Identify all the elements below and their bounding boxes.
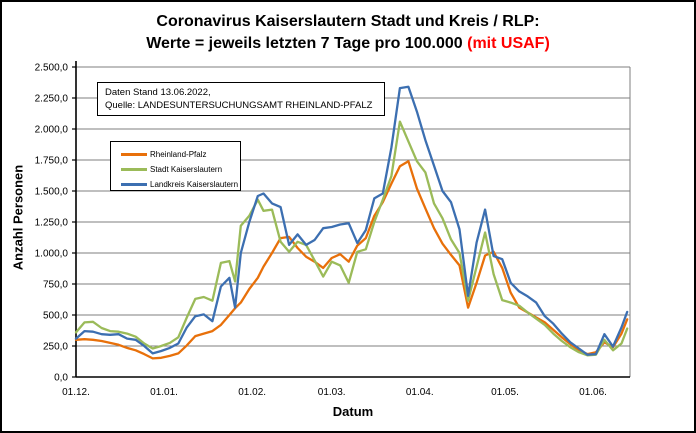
page-title: Coronavirus Kaiserslautern Stadt und Kre…: [2, 11, 694, 55]
y-tick-label: 1.750,0: [35, 156, 69, 167]
legend-line-swatch-orange: [121, 153, 147, 156]
x-tick-label: 01.05.: [491, 387, 519, 398]
annotation-line-2: Quelle: LANDESUNTERSUCHUNGSAMT RHEINLAND…: [105, 100, 373, 111]
x-tick-label: 01.01.: [150, 387, 178, 398]
legend-item-rheinland-pfalz: Rheinland-Pfalz: [121, 148, 240, 161]
y-tick-label: 0,0: [54, 373, 68, 384]
x-tick-label: 01.12.: [62, 387, 90, 398]
series-line-landkreis-kaiserslautern: [74, 85, 629, 356]
y-tick-label: 1.250,0: [35, 218, 69, 229]
legend-item-stadt-kaiserslautern: Stadt Kaiserslautern: [121, 163, 240, 176]
title-line-2: Werte = jeweils letzten 7 Tage pro 100.0…: [2, 33, 694, 55]
y-tick-label: 1.500,0: [35, 187, 69, 198]
x-axis-title: Datum: [332, 404, 374, 419]
x-tick-label: 01.06.: [579, 387, 607, 398]
legend-label: Landkreis Kaiserslautern: [150, 180, 239, 189]
y-tick-label: 500,0: [43, 311, 68, 322]
legend-label: Stadt Kaiserslautern: [150, 165, 223, 174]
legend-line-swatch-green: [121, 168, 147, 171]
y-axis-title: Anzahl Personen: [10, 164, 26, 271]
legend-item-landkreis-kaiserslautern: Landkreis Kaiserslautern: [121, 178, 240, 191]
series-line-stadt-kaiserslautern: [74, 120, 629, 357]
y-tick-label: 1.000,0: [35, 249, 69, 260]
y-tick-label: 250,0: [43, 342, 68, 353]
y-tick-label: 2.250,0: [35, 94, 69, 105]
data-source-annotation-box: Daten Stand 13.06.2022, Quelle: LANDESUN…: [97, 82, 385, 116]
annotation-line-1: Daten Stand 13.06.2022,: [105, 87, 211, 98]
chart-legend: Rheinland-Pfalz Stadt Kaiserslautern Lan…: [110, 141, 241, 191]
y-tick-label: 750,0: [43, 280, 68, 291]
title-line-1: Coronavirus Kaiserslautern Stadt und Kre…: [156, 13, 540, 30]
title-line-2-red-accent: (mit USAF): [467, 35, 550, 52]
legend-label: Rheinland-Pfalz: [150, 150, 207, 159]
y-tick-label: 2.000,0: [35, 125, 69, 136]
x-tick-label: 01.02.: [238, 387, 266, 398]
legend-line-swatch-blue: [121, 183, 147, 186]
x-tick-label: 01.04.: [406, 387, 434, 398]
title-line-2-black: Werte = jeweils letzten 7 Tage pro 100.0…: [146, 35, 468, 52]
x-tick-label: 01.03.: [318, 387, 346, 398]
y-tick-label: 2.500,0: [35, 63, 69, 74]
